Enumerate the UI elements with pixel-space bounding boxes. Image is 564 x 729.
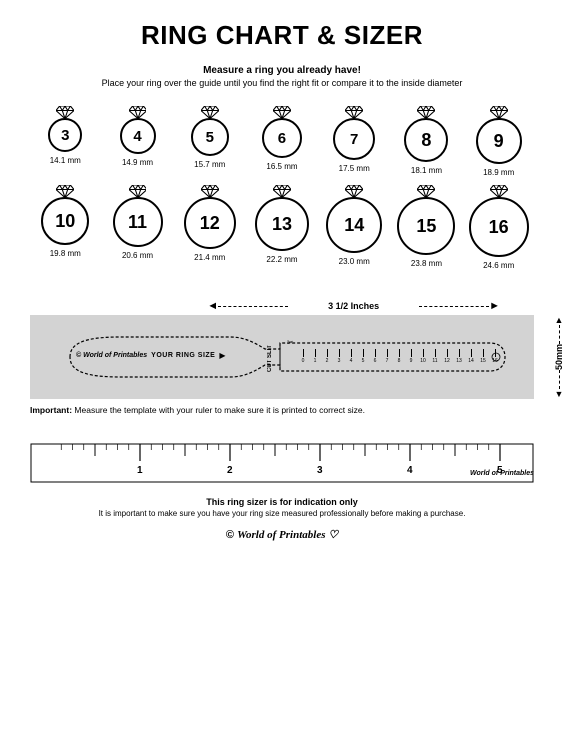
footer-brand: World of Printables ♡: [30, 528, 534, 541]
ring-circle: 6: [262, 118, 302, 158]
ring-item: 4 14.9 mm: [102, 106, 173, 177]
size-marks: 012345678910111213141516: [298, 349, 500, 364]
svg-text:3: 3: [317, 465, 323, 476]
ring-circle: 10: [41, 197, 89, 245]
ring-mm: 20.6 mm: [122, 251, 153, 260]
ring-item: 12 21.4 mm: [174, 185, 245, 270]
ring-circle: 5: [191, 118, 229, 156]
ring-mm: 21.4 mm: [194, 253, 225, 262]
ring-circle: 13: [255, 197, 309, 251]
diamond-icon: [56, 185, 74, 199]
ring-item: 8 18.1 mm: [391, 106, 462, 177]
band-brand: © World of Printables: [76, 352, 147, 359]
ring-mm: 23.0 mm: [339, 257, 370, 266]
ring-circle: 14: [326, 197, 382, 253]
svg-text:2: 2: [227, 465, 233, 476]
ring-circle: 15: [397, 197, 455, 255]
arrow-up-icon: ▲: [555, 315, 564, 325]
diamond-icon: [201, 106, 219, 120]
ring-item: 13 22.2 mm: [247, 185, 318, 270]
diamond-icon: [417, 185, 435, 199]
ring-circle: 4: [120, 118, 156, 154]
diamond-icon: [129, 106, 147, 120]
sizer-section: ◄ 3 1/2 Inches ► ✂ © World of Printables…: [30, 300, 534, 415]
ruler: 12345World of Printables: [30, 443, 534, 483]
ring-mm: 18.1 mm: [411, 166, 442, 175]
ring-item: 5 15.7 mm: [174, 106, 245, 177]
disclaimer: It is important to make sure you have yo…: [30, 509, 534, 518]
ring-mm: 14.1 mm: [50, 156, 81, 165]
width-measure: ◄ 3 1/2 Inches ►: [30, 300, 534, 312]
width-label: 3 1/2 Inches: [288, 301, 419, 311]
ring-circle: 8: [404, 118, 448, 162]
ring-item: 11 20.6 mm: [102, 185, 173, 270]
ring-mm: 16.5 mm: [266, 162, 297, 171]
page-title: RING CHART & SIZER: [30, 20, 534, 51]
arrow-down-icon: ▼: [555, 389, 564, 399]
diamond-icon: [273, 106, 291, 120]
ring-item: 7 17.5 mm: [319, 106, 390, 177]
ring-item: 9 18.9 mm: [463, 106, 534, 177]
ring-circle: 7: [333, 118, 375, 160]
arrow-right-icon: ►: [489, 300, 500, 312]
ring-circle: 11: [113, 197, 163, 247]
diamond-icon: [490, 185, 508, 199]
subtitle-bold: Measure a ring you already have!: [30, 65, 534, 76]
height-measure: ▲ 50mm ▼: [554, 315, 564, 399]
your-ring-size-label: YOUR RING SIZE: [151, 352, 215, 359]
ring-item: 15 23.8 mm: [391, 185, 462, 270]
svg-text:4: 4: [407, 465, 413, 476]
ring-item: 14 23.0 mm: [319, 185, 390, 270]
ring-circle: 16: [469, 197, 529, 257]
ring-grid: 3 14.1 mm 4 14.9 mm 5 15.7 mm 6 16.5 mm 7 17.5 mm…: [30, 106, 534, 270]
ring-circle: 3: [48, 118, 82, 152]
ring-circle: 9: [476, 118, 522, 164]
ring-circle: 12: [184, 197, 236, 249]
subtitle: Place your ring over the guide until you…: [30, 78, 534, 88]
ring-mm: 19.8 mm: [50, 249, 81, 258]
ring-item: 3 14.1 mm: [30, 106, 101, 177]
diamond-icon: [490, 106, 508, 120]
svg-text:World of Printables: World of Printables: [470, 470, 534, 477]
diamond-icon: [345, 185, 363, 199]
ring-item: 6 16.5 mm: [247, 106, 318, 177]
sizer-band: ✂ © World of Printables YOUR RING SIZE ▶…: [30, 315, 534, 399]
ring-mm: 18.9 mm: [483, 168, 514, 177]
cut-slit-label: CUT SLIT: [267, 345, 273, 372]
height-label: 50mm: [554, 344, 564, 370]
ring-item: 16 24.6 mm: [463, 185, 534, 270]
ring-mm: 22.2 mm: [266, 255, 297, 264]
svg-text:✂: ✂: [287, 338, 294, 347]
triangle-icon: ▶: [219, 351, 225, 360]
svg-text:1: 1: [137, 465, 143, 476]
ring-mm: 24.6 mm: [483, 261, 514, 270]
diamond-icon: [417, 106, 435, 120]
arrow-left-icon: ◄: [207, 300, 218, 312]
ring-mm: 14.9 mm: [122, 158, 153, 167]
ring-item: 10 19.8 mm: [30, 185, 101, 270]
disclaimer-bold: This ring sizer is for indication only: [30, 497, 534, 507]
ring-mm: 15.7 mm: [194, 160, 225, 169]
important-note: Important: Measure the template with you…: [30, 405, 534, 415]
diamond-icon: [345, 106, 363, 120]
ring-mm: 17.5 mm: [339, 164, 370, 173]
diamond-icon: [201, 185, 219, 199]
diamond-icon: [273, 185, 291, 199]
diamond-icon: [129, 185, 147, 199]
diamond-icon: [56, 106, 74, 120]
ring-mm: 23.8 mm: [411, 259, 442, 268]
